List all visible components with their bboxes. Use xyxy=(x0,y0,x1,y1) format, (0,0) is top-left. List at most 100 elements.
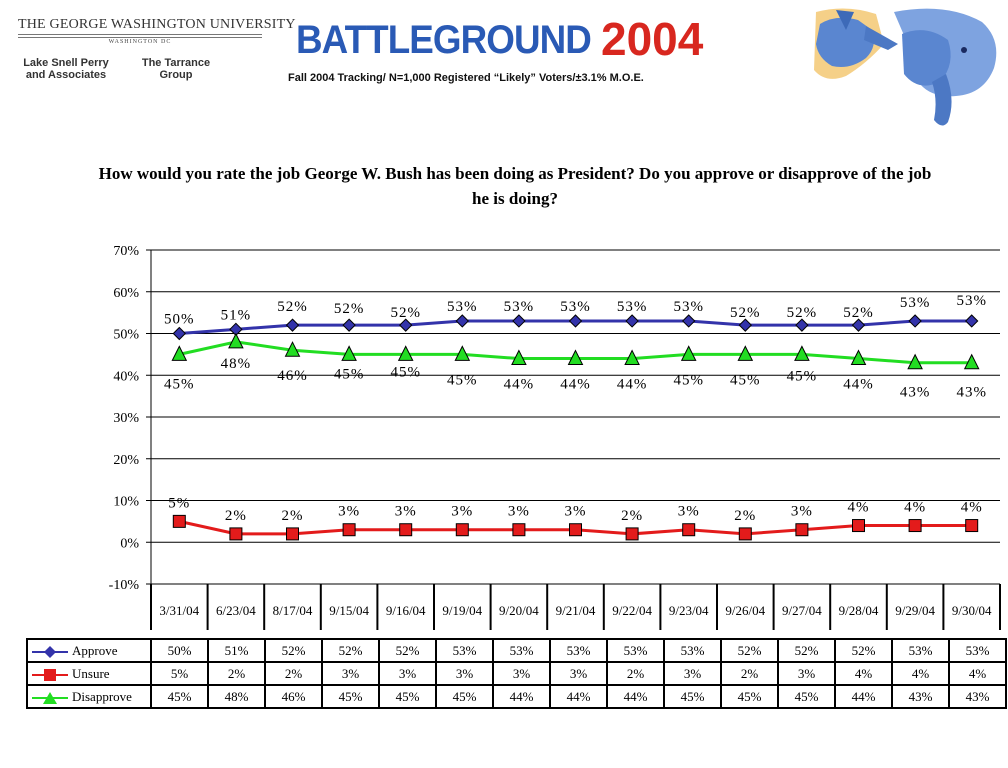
table-cell: 2% xyxy=(207,661,266,686)
unsure-point xyxy=(172,514,186,528)
table-cell: 52% xyxy=(321,638,380,663)
table-cell: 4% xyxy=(948,661,1007,686)
table-cell: 52% xyxy=(720,638,779,663)
logo-year: 2004 xyxy=(601,13,704,65)
unsure-point xyxy=(682,523,696,537)
logo-word: BATTLEGROUND xyxy=(296,18,592,62)
x-tick-label: 9/27/04 xyxy=(782,603,822,618)
legend-disapprove: Disapprove xyxy=(26,684,152,709)
table-cell: 53% xyxy=(948,638,1007,663)
gwu-logo: THE GEORGE WASHINGTON UNIVERSITY WASHING… xyxy=(18,17,296,45)
table-cell: 2% xyxy=(720,661,779,686)
disapprove-point xyxy=(794,345,810,361)
approve-point xyxy=(738,318,753,332)
legend-unsure: Unsure xyxy=(26,661,152,686)
disapprove-point xyxy=(341,345,357,361)
table-cell: 52% xyxy=(777,638,836,663)
table-cell: 45% xyxy=(777,684,836,709)
x-tick-label: 6/23/04 xyxy=(216,603,256,618)
table-cell: 45% xyxy=(321,684,380,709)
disapprove-point xyxy=(567,349,584,366)
approve-point xyxy=(795,318,809,332)
approve-point xyxy=(964,314,979,328)
disapprove-point xyxy=(963,353,980,370)
table-cell: 53% xyxy=(663,638,722,663)
university-location: WASHINGTON DC xyxy=(18,37,262,45)
approve-data-label: 53% xyxy=(617,299,648,315)
y-tick-label: -10% xyxy=(109,578,140,593)
table-cell: 53% xyxy=(606,638,665,663)
table-cell: 3% xyxy=(435,661,494,686)
unsure-legend-label: Unsure xyxy=(72,665,110,681)
table-cell: 52% xyxy=(264,638,323,663)
approve-point xyxy=(512,314,526,328)
approve-data-label: 53% xyxy=(560,299,591,315)
x-tick-label: 9/23/04 xyxy=(669,603,709,618)
approve-point xyxy=(851,318,866,332)
x-tick-label: 9/15/04 xyxy=(329,603,369,618)
approve-data-label: 50% xyxy=(164,312,195,328)
disapprove-data-label: 45% xyxy=(334,366,365,382)
donkey-elephant-illustration xyxy=(806,4,1006,132)
firm-left: Lake Snell Perry and Associates xyxy=(23,57,109,81)
unsure-point xyxy=(795,523,809,537)
unsure-point xyxy=(399,523,413,537)
legend-approve: Approve xyxy=(26,638,152,663)
approve-point xyxy=(681,314,696,328)
battleground-logo: BATTLEGROUND 2004 xyxy=(296,13,703,65)
approve-data-label: 53% xyxy=(900,295,931,311)
disapprove-point xyxy=(624,349,640,366)
table-cell: 43% xyxy=(948,684,1007,709)
disapprove-point xyxy=(284,341,301,357)
table-cell: 3% xyxy=(321,661,380,686)
unsure-data-label: 4% xyxy=(848,500,870,516)
table-cell: 2% xyxy=(264,661,323,686)
y-tick-label: 10% xyxy=(113,495,139,510)
disapprove-legend-marker xyxy=(32,691,68,704)
disapprove-point xyxy=(228,332,244,349)
approve-data-label: 52% xyxy=(787,305,818,321)
table-cell: 4% xyxy=(834,661,893,686)
disapprove-data-label: 45% xyxy=(787,368,818,384)
approve-point xyxy=(172,326,187,341)
approve-point xyxy=(908,314,922,328)
unsure-point xyxy=(965,519,979,533)
table-cell: 3% xyxy=(378,661,437,686)
disapprove-data-label: 44% xyxy=(560,377,591,393)
approve-data-label: 53% xyxy=(447,299,478,315)
unsure-data-label: 3% xyxy=(508,504,530,520)
y-tick-label: 20% xyxy=(113,453,139,468)
table-cell: 45% xyxy=(150,684,209,709)
approve-data-label: 52% xyxy=(390,305,421,321)
table-cell: 44% xyxy=(834,684,893,709)
approve-legend-marker xyxy=(32,645,68,658)
approval-line-chart: -10% 0% 10% 20% 30% 40% 50% 60% 70% 3/31/04 6/23/0… xyxy=(109,244,1001,630)
y-tick-label: 30% xyxy=(113,411,139,426)
disapprove-data-label: 45% xyxy=(730,372,761,388)
x-tick-label: 9/22/04 xyxy=(612,603,652,618)
unsure-point xyxy=(229,527,243,541)
approve-point xyxy=(568,314,583,328)
x-tick-label: 8/17/04 xyxy=(273,603,313,618)
disapprove-point xyxy=(397,345,414,361)
x-tick-label: 9/21/04 xyxy=(556,603,596,618)
disapprove-legend-label: Disapprove xyxy=(72,688,132,704)
table-cell: 43% xyxy=(891,684,950,709)
table-cell: 3% xyxy=(492,661,551,686)
disapprove-data-label: 45% xyxy=(390,364,421,380)
y-tick-label: 0% xyxy=(120,536,139,551)
x-tick-label: 9/26/04 xyxy=(725,603,765,618)
approve-data-label: 52% xyxy=(277,299,308,315)
disapprove-data-label: 45% xyxy=(164,376,195,392)
disapprove-data-label: 45% xyxy=(447,372,478,388)
unsure-point xyxy=(852,519,865,533)
table-cell: 53% xyxy=(492,638,551,663)
disapprove-point xyxy=(511,349,527,366)
approve-point xyxy=(625,314,639,328)
unsure-data-label: 2% xyxy=(282,508,304,524)
unsure-data-label: 5% xyxy=(168,495,190,511)
unsure-data-label: 3% xyxy=(791,504,813,520)
table-row: Disapprove 45% 48% 46% 45% 45% 45% 44% 44% 44% 45%… xyxy=(26,684,1007,709)
university-name: THE GEORGE WASHINGTON UNIVERSITY xyxy=(18,17,296,35)
table-cell: 45% xyxy=(663,684,722,709)
